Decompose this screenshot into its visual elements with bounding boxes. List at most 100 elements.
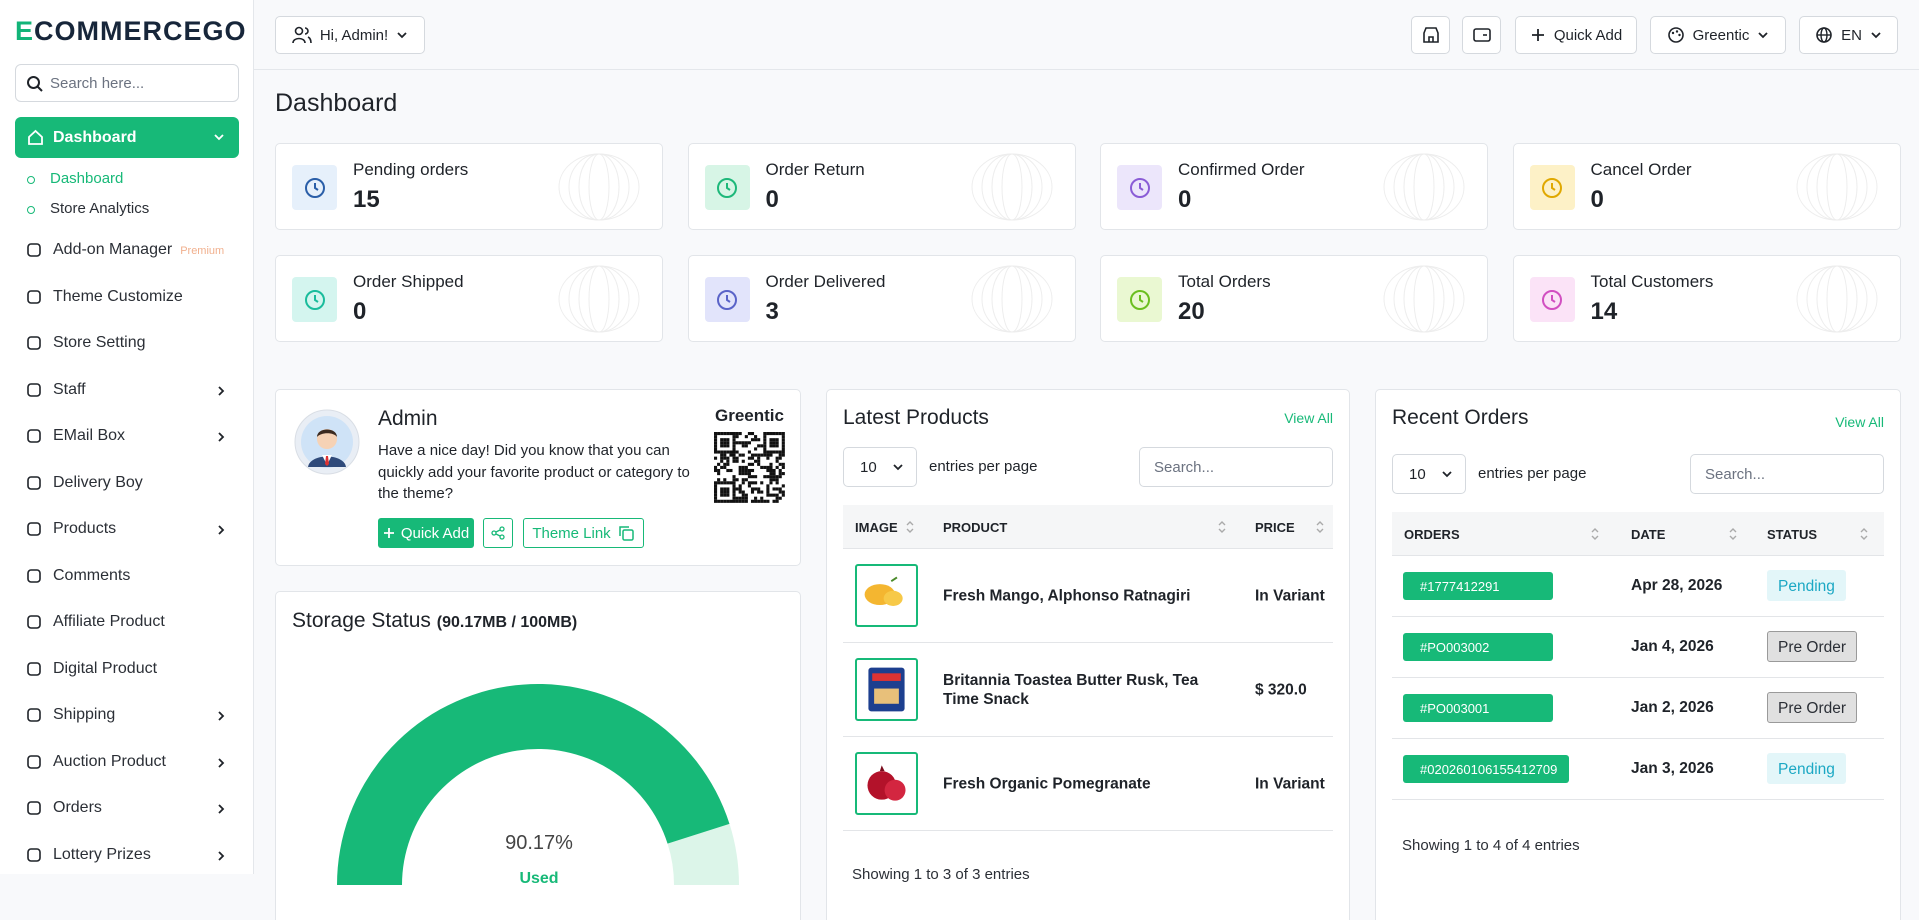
stat-label: Order Shipped [353,272,464,291]
menu-icon [27,801,41,815]
menu-label: Staff [53,380,86,398]
admin-message: Have a nice day! Did you know that you c… [378,442,690,502]
menu-label: Products [53,520,117,537]
theme-link-button[interactable]: Theme Link [523,518,644,548]
quick-add-label: Quick Add [1553,26,1623,44]
menu-item[interactable]: Add-on Manager Premium [26,238,236,262]
menu-chevron [216,523,226,541]
quick-add-button[interactable]: Quick Add [378,518,474,548]
search-placeholder: Search here... [50,75,145,92]
store-select[interactable]: Greentic [1650,16,1786,54]
menu-chevron [216,849,226,867]
menu-icon [27,382,41,397]
table-row: #PO003002 Jan 4, 2026 Pre Order [1392,617,1884,678]
table-search[interactable]: Search... [1690,454,1884,494]
menu-item[interactable]: Comments [26,564,236,588]
menu-label: Store Setting [53,334,146,351]
menu-item[interactable]: Auction Product [26,750,236,774]
page-length-select[interactable]: 10 [1392,454,1466,494]
stat-icon [292,277,337,322]
menu-item[interactable]: Lottery Prizes [26,843,236,867]
share-button[interactable] [483,518,513,548]
table-footer: Showing 1 to 3 of 3 entries [852,866,1030,883]
menu-item[interactable]: Store Setting [26,331,236,355]
column-header[interactable]: STATUS [1767,527,1818,542]
order-id[interactable]: #020260106155412709 [1403,755,1570,783]
menu-item[interactable]: Orders [26,796,236,820]
order-id[interactable]: #PO003002 [1403,633,1553,661]
column-header[interactable]: DATE [1631,527,1666,542]
menu-item[interactable]: EMail Box [26,424,236,448]
sort-icon [1590,526,1600,547]
header: Hi, Admin! Quick Add Greentic EN [254,0,1919,70]
menu-item[interactable]: Products [26,517,236,541]
watermark [1796,153,1877,221]
stat-label: Order Delivered [765,272,886,291]
sidebar: ECOMMERCEGO Search here... Dashboard Das… [0,0,254,874]
column-header[interactable]: ORDERS [1404,527,1460,542]
menu-item[interactable]: Shipping [26,703,236,727]
watermark [558,265,640,333]
table-search[interactable]: Search... [1139,447,1333,487]
sort-icon [1217,519,1227,540]
quick-add-button[interactable]: Quick Add [1515,16,1637,54]
menu-item[interactable]: Delivery Boy [26,471,236,495]
card-title: Recent Orders [1392,406,1529,429]
menu-item[interactable]: Theme Customize [26,285,236,309]
table-row: Britannia Toastea Butter Rusk, Tea Time … [843,643,1333,737]
menu-active[interactable]: Dashboard [15,117,239,158]
table-header: IMAGE PRODUCT PRICE [843,505,1333,549]
sort-icon [1728,526,1738,547]
product-price: In Variant [1255,775,1325,792]
product-price: $ 320.0 [1255,681,1307,698]
menu-label: Shipping [53,706,116,723]
stat-label: Confirmed Order [1178,160,1305,179]
menu-icon [27,336,41,350]
menu-item[interactable]: Affiliate Product [26,610,236,634]
column-header[interactable]: IMAGE [855,520,898,535]
logo[interactable]: ECOMMERCEGO [15,16,247,46]
menu-icon [27,661,41,676]
menu-icon [27,615,41,629]
order-date: Jan 3, 2026 [1631,760,1714,777]
qr-code [714,432,785,503]
storage-gauge [337,683,739,885]
storage-card: Storage Status (90.17MB / 100MB) 90.17% … [275,591,801,920]
sidebar-search[interactable]: Search here... [15,64,239,102]
language-select[interactable]: EN [1799,16,1898,54]
menu-chevron [216,430,226,448]
stat-icon [1529,165,1575,210]
user-menu[interactable]: Hi, Admin! [275,16,425,54]
submenu-item[interactable]: Store Analytics [26,200,150,217]
page-length-select[interactable]: 10 [843,447,917,487]
stat-label: Cancel Order [1590,160,1692,179]
order-id[interactable]: #PO003001 [1403,694,1553,722]
product-image [855,752,918,815]
menu-icon [27,429,41,443]
menu-icon [27,847,41,862]
menu-icon [27,568,41,583]
wallet-button[interactable] [1462,16,1501,54]
order-status: Pre Order [1767,631,1858,662]
submenu-item[interactable]: Dashboard [26,170,124,187]
column-header[interactable]: PRODUCT [943,520,1008,535]
menu-chevron [216,756,226,774]
menu-item[interactable]: Staff [26,378,236,402]
menu-chevron [216,802,226,820]
store-button[interactable] [1411,16,1450,54]
store-label: Greentic [1692,26,1750,44]
sort-icon [905,519,915,540]
view-all[interactable]: View All [1835,414,1884,430]
view-all[interactable]: View All [1284,410,1333,426]
menu-item[interactable]: Digital Product [26,657,236,681]
product-price: In Variant [1255,587,1325,604]
stat-icon [1117,277,1162,322]
column-header[interactable]: PRICE [1255,520,1295,535]
watermark [971,265,1052,333]
product-name: Fresh Mango, Alphonso Ratnagiri [943,587,1191,604]
menu-label: Lottery Prizes [53,845,151,863]
order-date: Apr 28, 2026 [1631,577,1723,594]
order-id[interactable]: #1777412291 [1403,572,1553,600]
product-name: Britannia Toastea Butter Rusk, Tea Time … [943,671,1199,708]
